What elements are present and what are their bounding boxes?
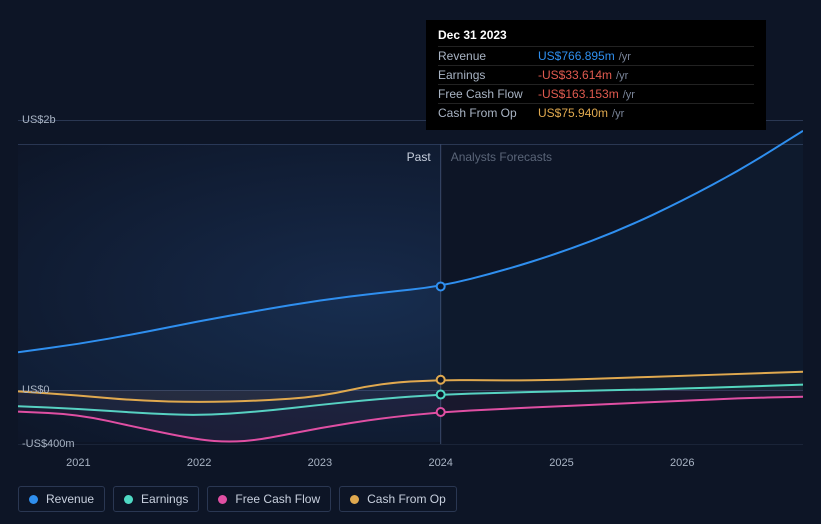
tooltip-row-unit: /yr xyxy=(619,51,631,63)
cfo-marker[interactable] xyxy=(437,376,445,384)
fcf-marker[interactable] xyxy=(437,408,445,416)
y-axis-label: US$0 xyxy=(22,384,50,396)
tooltip-row-value: US$75.940m xyxy=(538,106,608,120)
chart-legend: Revenue Earnings Free Cash Flow Cash From O… xyxy=(18,486,457,512)
tooltip-row: RevenueUS$766.895m/yr xyxy=(438,46,754,65)
x-axis-label: 2021 xyxy=(66,457,90,469)
tooltip-row: Cash From OpUS$75.940m/yr xyxy=(438,103,754,122)
earnings-marker[interactable] xyxy=(437,391,445,399)
y-axis-label: -US$400m xyxy=(22,438,75,450)
tooltip-row-label: Free Cash Flow xyxy=(438,87,538,101)
x-axis-label: 2022 xyxy=(187,457,211,469)
x-axis-label: 2026 xyxy=(670,457,694,469)
y-axis-label: US$2b xyxy=(22,114,56,126)
tooltip-row-value: -US$163.153m xyxy=(538,87,619,101)
legend-label: Revenue xyxy=(46,492,94,506)
tooltip-row-label: Revenue xyxy=(438,49,538,63)
legend-item-earnings[interactable]: Earnings xyxy=(113,486,199,512)
x-axis-label: 2023 xyxy=(308,457,332,469)
legend-label: Cash From Op xyxy=(367,492,446,506)
tooltip-row: Earnings-US$33.614m/yr xyxy=(438,65,754,84)
past-section-label: Past xyxy=(407,150,431,164)
legend-swatch xyxy=(124,495,133,504)
tooltip-row-value: US$766.895m xyxy=(538,49,615,63)
legend-item-cash-from-op[interactable]: Cash From Op xyxy=(339,486,457,512)
legend-swatch xyxy=(350,495,359,504)
revenue-marker[interactable] xyxy=(437,282,445,290)
chart-tooltip: Dec 31 2023 RevenueUS$766.895m/yrEarning… xyxy=(426,20,766,130)
forecast-section-label: Analysts Forecasts xyxy=(451,150,552,164)
tooltip-row: Free Cash Flow-US$163.153m/yr xyxy=(438,84,754,103)
legend-label: Free Cash Flow xyxy=(235,492,320,506)
tooltip-row-unit: /yr xyxy=(612,108,624,120)
tooltip-row-label: Earnings xyxy=(438,68,538,82)
tooltip-date: Dec 31 2023 xyxy=(438,28,754,46)
revenue-area xyxy=(18,131,803,390)
legend-item-free-cash-flow[interactable]: Free Cash Flow xyxy=(207,486,331,512)
x-axis-label: 2025 xyxy=(549,457,573,469)
tooltip-row-unit: /yr xyxy=(616,70,628,82)
legend-swatch xyxy=(29,495,38,504)
tooltip-row-label: Cash From Op xyxy=(438,106,538,120)
legend-label: Earnings xyxy=(141,492,188,506)
tooltip-row-unit: /yr xyxy=(623,89,635,101)
x-axis-label: 2024 xyxy=(428,457,452,469)
legend-swatch xyxy=(218,495,227,504)
tooltip-row-value: -US$33.614m xyxy=(538,68,612,82)
legend-item-revenue[interactable]: Revenue xyxy=(18,486,105,512)
